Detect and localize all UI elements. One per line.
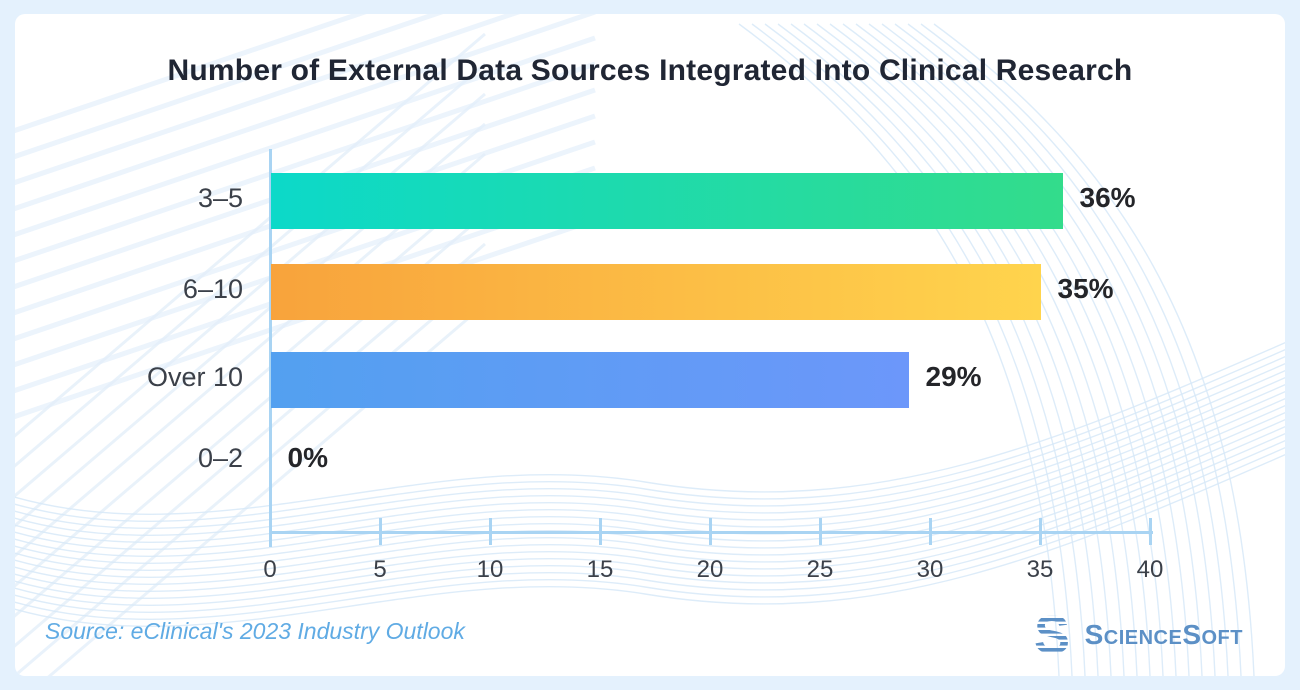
- sciencesoft-wordmark: ScienceSoft: [1085, 619, 1243, 651]
- x-axis-tick-label: 25: [806, 556, 834, 583]
- sciencesoft-s-icon: S: [1028, 612, 1075, 658]
- chart-card: Number of External Data Sources Integrat…: [15, 14, 1285, 676]
- x-axis-tick-label: 35: [1026, 556, 1054, 583]
- source-note: Source: eClinical's 2023 Industry Outloo…: [45, 618, 465, 644]
- logo-word-soft: Soft: [1182, 619, 1243, 650]
- category-label: Over 10: [146, 362, 243, 392]
- chart-title: Number of External Data Sources Integrat…: [167, 54, 1133, 87]
- bar: [270, 264, 1041, 320]
- value-label: 29%: [925, 361, 982, 392]
- x-axis-tick-label: 20: [696, 556, 724, 583]
- value-label: 0%: [287, 442, 328, 473]
- x-axis-tick-label: 10: [476, 556, 504, 583]
- x-axis-tick-label: 0: [263, 556, 277, 583]
- x-axis-tick: [709, 518, 712, 545]
- sciencesoft-logo: S ScienceSoft: [1028, 612, 1243, 658]
- x-axis-tick-label: 5: [373, 556, 387, 583]
- x-axis-tick: [269, 518, 272, 545]
- x-axis-tick: [1039, 518, 1042, 545]
- x-axis-tick-label: 15: [586, 556, 614, 583]
- bar: [270, 173, 1063, 229]
- category-label: 3–5: [197, 183, 243, 213]
- category-label: 6–10: [182, 274, 243, 304]
- bar: [270, 352, 909, 408]
- x-axis-tick: [929, 518, 932, 545]
- category-label: 0–2: [197, 443, 243, 473]
- value-label: 35%: [1057, 273, 1114, 304]
- value-label: 36%: [1079, 182, 1136, 213]
- x-axis-tick: [489, 518, 492, 545]
- x-axis-tick: [1149, 518, 1152, 545]
- x-axis-tick: [599, 518, 602, 545]
- logo-word-science: Science: [1084, 619, 1183, 650]
- x-axis-tick: [379, 518, 382, 545]
- x-axis-tick-label: 40: [1136, 556, 1164, 583]
- x-axis-tick-label: 30: [916, 556, 944, 583]
- x-axis-tick: [819, 518, 822, 545]
- plot-area: 3–5 36% 6–10 35% Over 10 29% 0–2 0% 0 5 10 15 20 25 30…: [15, 14, 1285, 676]
